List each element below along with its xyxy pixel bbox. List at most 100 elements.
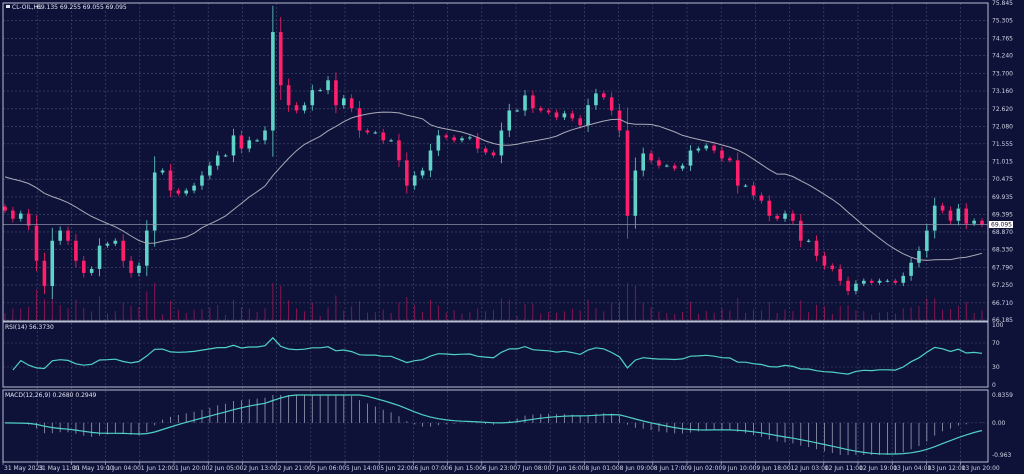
time-tick-label: 8 Jun 17:00 [654, 465, 688, 472]
candle-body [696, 148, 701, 151]
time-tick-label: 1 Jun 12:00 [141, 465, 175, 472]
collapse-icon[interactable] [6, 5, 10, 8]
candle-body [468, 137, 472, 139]
candle-body [184, 190, 189, 194]
price-tick-label: 67.790 [992, 264, 1013, 271]
candle-body [546, 110, 551, 113]
candle-body [58, 230, 62, 241]
candle-body [554, 112, 559, 118]
candle-body [341, 98, 346, 106]
time-tick-label: 6 Jun 15:00 [449, 465, 483, 472]
candle-body [948, 210, 953, 221]
candle-body [491, 152, 496, 156]
candle-body [105, 243, 110, 246]
candle-body [980, 220, 984, 225]
time-tick-label: 31 May 11:00 [38, 465, 79, 472]
candle-body [798, 220, 803, 241]
candle-body [657, 160, 661, 166]
price-tick-label: 73.700 [992, 70, 1013, 77]
candle-body [66, 230, 70, 241]
candle-body [751, 185, 756, 196]
candle-body [365, 130, 370, 133]
candle-body [81, 260, 86, 273]
candle-body [420, 170, 425, 176]
rsi-tick-label: 100 [992, 322, 1004, 329]
rsi-tick-label: 30 [992, 364, 1000, 371]
candle-body [121, 240, 125, 261]
pane-frames [2, 2, 989, 463]
candle-body [940, 205, 945, 211]
candle-body [538, 108, 543, 111]
rsi-tick-label: 0 [992, 382, 996, 389]
current-price-label: 69.095 [991, 222, 1012, 229]
pane-frame [2, 2, 989, 322]
candle-body [862, 280, 866, 284]
candle-body [680, 165, 685, 169]
price-tick-label: 71.015 [992, 159, 1013, 166]
rsi-tick-label: 70 [992, 340, 1000, 347]
candle-body [349, 98, 354, 109]
candle-body [97, 245, 102, 269]
candle-body [854, 283, 858, 291]
price-tick-label: 74.765 [992, 35, 1013, 42]
ohlc-values: 69.135 69.255 69.055 69.095 [37, 4, 127, 11]
time-tick-label: 6 Jun 07:00 [414, 465, 448, 472]
macd-histogram [12, 395, 983, 455]
price-tick-label: 72.080 [992, 124, 1013, 131]
candle-body [806, 240, 811, 242]
candle-body [168, 170, 173, 191]
candle-body [483, 148, 488, 153]
candle-body [436, 135, 441, 151]
candle-body [728, 158, 732, 161]
candle-body [641, 153, 646, 171]
candle-body [3, 206, 7, 211]
candle-body [672, 165, 677, 169]
time-tick-label: 1 Jun 04:00 [107, 465, 141, 472]
rsi-title: RSI(14) 56.3730 [5, 324, 54, 331]
candle-body [460, 138, 464, 141]
candle-body [176, 190, 181, 194]
candle-body [113, 240, 118, 244]
candle-body [152, 172, 157, 231]
candle-body [767, 200, 772, 216]
candle-body [869, 280, 874, 283]
macd-tick-label: 0.00 [992, 420, 1006, 427]
grid [3, 2, 988, 462]
candle-body [452, 137, 456, 141]
time-tick-label: 13 Jun 20:00 [962, 465, 1000, 472]
time-tick-label: 5 Jun 22:00 [380, 465, 414, 472]
pane-frame [2, 389, 989, 463]
candle-body [286, 85, 291, 106]
pane-frame [2, 321, 989, 388]
candle-body [373, 132, 378, 134]
candle-body [160, 170, 165, 173]
moving-average-line [4, 111, 983, 261]
candle-body [18, 213, 23, 219]
macd-signal-line [4, 394, 983, 455]
candle-body [720, 150, 724, 159]
candle-body [838, 268, 842, 281]
time-tick-label: 5 Jun 06:00 [312, 465, 346, 472]
price-tick-label: 75.845 [992, 0, 1013, 7]
candle-body [617, 110, 622, 131]
candle-body [302, 105, 307, 111]
candle-body [743, 185, 748, 187]
candle-body [704, 145, 709, 149]
candle-body [925, 230, 929, 251]
candle-body [192, 185, 196, 191]
time-tick-label: 6 Jun 23:00 [483, 465, 517, 472]
symbol-header: CL-OIL,H1 69.135 69.255 69.055 69.095 [6, 4, 127, 11]
candle-body [735, 160, 740, 186]
price-tick-label: 66.710 [992, 300, 1013, 307]
candle-body [271, 32, 275, 131]
price-tick-label: 69.395 [992, 212, 1013, 219]
time-tick-label: 12 Jun 19:00 [859, 465, 897, 472]
time-tick-label: 12 Jun 11:00 [825, 465, 863, 472]
time-tick-label: 2 Jun 05:00 [209, 465, 243, 472]
time-tick-label: 9 Jun 10:00 [722, 465, 756, 472]
candle-body [885, 280, 890, 282]
candle-body [405, 160, 409, 186]
time-tick-label: 31 May 19:00 [72, 465, 113, 472]
